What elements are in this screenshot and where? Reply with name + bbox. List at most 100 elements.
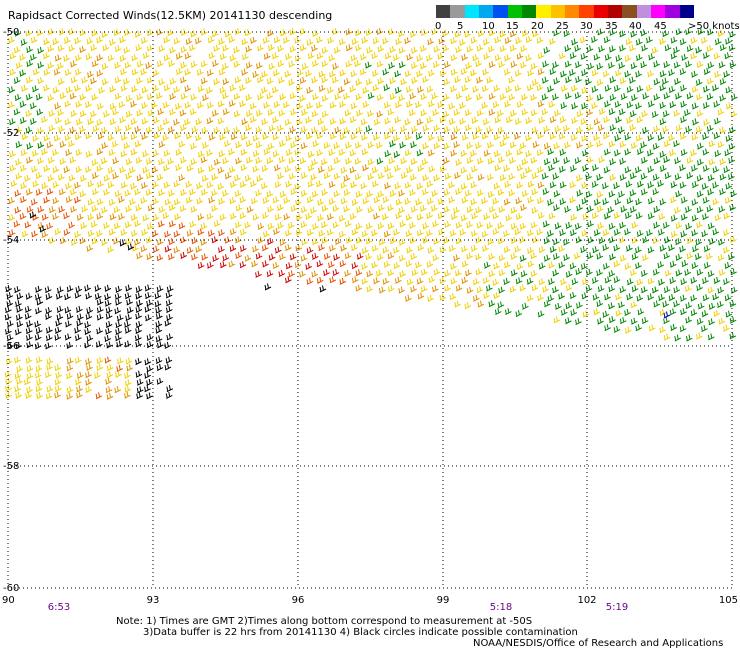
wind-barb	[596, 78, 604, 86]
wind-barb	[389, 126, 396, 134]
wind-barb	[471, 212, 478, 220]
wind-barb	[729, 316, 737, 324]
wind-barb	[609, 28, 616, 36]
wind-barb	[604, 148, 611, 156]
wind-barb	[433, 124, 441, 132]
wind-barb	[604, 276, 612, 284]
wind-barb	[613, 260, 621, 268]
wind-barb	[68, 44, 76, 52]
wind-barb	[151, 166, 159, 174]
wind-barb	[19, 100, 27, 108]
wind-barb	[207, 101, 214, 109]
wind-barb	[498, 269, 506, 277]
wind-barb	[679, 38, 687, 46]
wind-barb	[492, 212, 500, 220]
wind-barb	[409, 221, 416, 229]
wind-barb	[482, 276, 490, 284]
wind-barb	[109, 102, 117, 110]
wind-barb	[125, 238, 133, 246]
wind-barb	[443, 125, 451, 133]
legend-swatch	[650, 5, 666, 18]
wind-barb	[261, 70, 268, 78]
wind-barb	[378, 172, 385, 180]
wind-barb	[155, 320, 163, 328]
wind-barb	[152, 149, 160, 157]
wind-barb	[156, 363, 164, 371]
wind-barb	[444, 61, 451, 69]
wind-barb	[691, 214, 699, 222]
wind-barbs	[4, 27, 738, 400]
wind-barb	[376, 93, 384, 101]
wind-barb	[703, 67, 711, 75]
wind-barb	[190, 158, 198, 166]
wind-barb	[554, 222, 562, 230]
wind-barb	[530, 93, 537, 101]
wind-barb	[602, 310, 610, 318]
wind-barb	[164, 319, 172, 327]
wind-barb	[542, 60, 549, 68]
wind-barb	[184, 68, 192, 76]
wind-barb	[536, 83, 544, 91]
wind-barb	[448, 181, 456, 189]
wind-barb	[158, 78, 166, 86]
wind-barb	[398, 206, 406, 214]
wind-barb	[470, 198, 478, 206]
wind-barb	[47, 45, 55, 53]
wind-barb	[35, 356, 43, 364]
wind-barb	[648, 53, 656, 61]
wind-barb	[602, 229, 610, 237]
wind-barb	[658, 278, 665, 286]
pass-time-label: 5:19	[606, 602, 628, 613]
wind-barb	[664, 269, 672, 277]
wind-barb	[257, 93, 264, 101]
wind-barb	[57, 62, 64, 70]
wind-barb	[85, 371, 92, 379]
wind-barb	[75, 305, 83, 313]
wind-barb	[25, 327, 33, 335]
wind-barb	[365, 28, 373, 36]
wind-barb	[531, 172, 539, 180]
wind-barb	[208, 164, 216, 172]
wind-barb	[35, 326, 43, 334]
wind-barb	[273, 69, 280, 77]
wind-barb	[85, 100, 92, 109]
wind-barb	[459, 228, 467, 236]
wind-barb	[690, 52, 698, 60]
wind-barb	[670, 230, 678, 238]
wind-barb	[371, 244, 379, 252]
wind-barb	[228, 260, 236, 268]
wind-barb	[410, 141, 417, 149]
wind-barb	[235, 141, 242, 149]
wind-barb	[24, 174, 31, 182]
wind-barb	[37, 141, 45, 149]
wind-barb	[26, 341, 34, 349]
wind-barb	[206, 69, 214, 77]
wind-barb	[155, 306, 163, 314]
wind-barb	[453, 206, 460, 214]
wind-barb	[189, 220, 197, 228]
wind-barb	[387, 269, 395, 277]
wind-barb	[130, 213, 138, 221]
wind-barb	[327, 164, 335, 172]
wind-barb	[224, 30, 232, 38]
wind-barb	[266, 92, 274, 100]
wind-barb	[461, 53, 469, 61]
wind-barb	[14, 371, 22, 379]
wind-barb	[274, 180, 282, 188]
wind-barb	[284, 276, 292, 284]
wind-barb	[166, 313, 173, 321]
wind-barb	[389, 189, 397, 197]
wind-barb	[268, 62, 276, 70]
wind-barb	[630, 301, 638, 309]
wind-barb	[530, 109, 538, 117]
legend-swatch	[665, 5, 680, 18]
wind-barb	[166, 285, 174, 293]
wind-barb	[76, 385, 83, 393]
wind-barb	[32, 85, 39, 93]
wind-barb	[36, 378, 43, 386]
wind-barb	[685, 302, 693, 310]
wind-barb	[404, 197, 412, 205]
wind-barb	[146, 44, 154, 52]
wind-barb	[383, 260, 391, 268]
wind-barb	[571, 38, 578, 46]
